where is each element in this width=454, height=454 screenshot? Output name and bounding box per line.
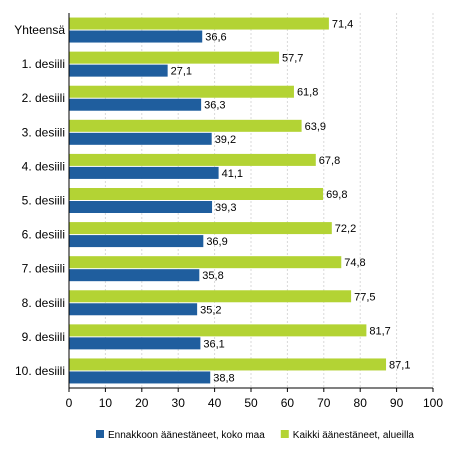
bar-kaikki-aanestaneet-alueilla-8-desiili: [69, 290, 352, 303]
bar-kaikki-aanestaneet-alueilla-6-desiili: [69, 222, 332, 235]
bar-ennakkoon-aanestaneet-koko-maa-6-desiili: [69, 235, 204, 248]
legend-label-ennakkoon-aanestaneet-koko-maa: Ennakkoon äänestäneet, koko maa: [108, 430, 265, 441]
value-label-kaikki-aanestaneet-alueilla-2-desiili: 61,8: [297, 87, 318, 99]
value-label-kaikki-aanestaneet-alueilla-3-desiili: 63,9: [305, 121, 326, 133]
bar-ennakkoon-aanestaneet-koko-maa-1-desiili: [69, 64, 168, 77]
x-tick-label-80: 80: [354, 396, 368, 410]
bar-ennakkoon-aanestaneet-koko-maa-10-desiili: [69, 371, 211, 384]
x-tick-label-30: 30: [172, 396, 186, 410]
x-tick-label-100: 100: [423, 396, 443, 410]
value-label-kaikki-aanestaneet-alueilla-yhteensa: 71,4: [332, 19, 353, 31]
bar-ennakkoon-aanestaneet-koko-maa-yhteensa: [69, 30, 203, 43]
value-label-ennakkoon-aanestaneet-koko-maa-8-desiili: 35,2: [200, 304, 221, 316]
legend-label-kaikki-aanestaneet-alueilla: Kaikki äänestäneet, alueilla: [293, 430, 415, 441]
value-label-ennakkoon-aanestaneet-koko-maa-7-desiili: 35,8: [202, 270, 223, 282]
x-tick-label-20: 20: [135, 396, 149, 410]
value-label-ennakkoon-aanestaneet-koko-maa-10-desiili: 38,8: [213, 372, 234, 384]
x-tick-label-70: 70: [317, 396, 331, 410]
legend: Ennakkoon äänestäneet, koko maa Kaikki ää…: [96, 430, 414, 441]
x-axis: 0 10 20 30 40 50 60 70 80 90 100: [66, 13, 443, 410]
bars: [69, 17, 387, 384]
category-label-9-desiili: 9. desiili: [22, 330, 65, 344]
bar-ennakkoon-aanestaneet-koko-maa-4-desiili: [69, 166, 219, 179]
bar-kaikki-aanestaneet-alueilla-2-desiili: [69, 85, 294, 98]
bar-ennakkoon-aanestaneet-koko-maa-9-desiili: [69, 337, 201, 350]
category-label-2-desiili: 2. desiili: [22, 91, 65, 105]
category-label-10-desiili: 10. desiili: [15, 364, 65, 378]
bar-ennakkoon-aanestaneet-koko-maa-2-desiili: [69, 98, 202, 111]
value-label-ennakkoon-aanestaneet-koko-maa-5-desiili: 39,3: [215, 202, 236, 214]
bar-kaikki-aanestaneet-alueilla-yhteensa: [69, 17, 329, 30]
category-label-8-desiili: 8. desiili: [22, 296, 65, 310]
value-label-ennakkoon-aanestaneet-koko-maa-2-desiili: 36,3: [204, 100, 225, 112]
bar-kaikki-aanestaneet-alueilla-10-desiili: [69, 358, 387, 371]
value-label-ennakkoon-aanestaneet-koko-maa-6-desiili: 36,9: [206, 236, 227, 248]
category-label-yhteensa: Yhteensä: [14, 23, 65, 37]
value-label-kaikki-aanestaneet-alueilla-5-desiili: 69,8: [326, 189, 347, 201]
bar-kaikki-aanestaneet-alueilla-5-desiili: [69, 188, 324, 200]
value-label-ennakkoon-aanestaneet-koko-maa-yhteensa: 36,6: [205, 32, 226, 44]
value-label-ennakkoon-aanestaneet-koko-maa-1-desiili: 27,1: [171, 66, 192, 78]
category-label-4-desiili: 4. desiili: [22, 159, 65, 173]
x-tick-label-0: 0: [66, 396, 73, 410]
value-label-ennakkoon-aanestaneet-koko-maa-3-desiili: 39,2: [215, 134, 236, 146]
x-tick-label-10: 10: [99, 396, 113, 410]
value-label-kaikki-aanestaneet-alueilla-10-desiili: 87,1: [389, 359, 410, 371]
value-label-kaikki-aanestaneet-alueilla-9-desiili: 81,7: [369, 325, 390, 337]
category-label-1-desiili: 1. desiili: [22, 57, 65, 71]
value-labels: 71,4 36,6 57,7 27,1 61,8 36,3 63,9 39,2 67,8 41,1…: [171, 19, 411, 385]
value-label-kaikki-aanestaneet-alueilla-8-desiili: 77,5: [354, 291, 375, 303]
bar-kaikki-aanestaneet-alueilla-7-desiili: [69, 256, 342, 269]
x-tick-label-90: 90: [390, 396, 404, 410]
bar-kaikki-aanestaneet-alueilla-1-desiili: [69, 51, 280, 64]
value-label-kaikki-aanestaneet-alueilla-1-desiili: 57,7: [282, 53, 303, 65]
legend-swatch-ennakkoon-aanestaneet-koko-maa: [96, 430, 104, 438]
bar-ennakkoon-aanestaneet-koko-maa-8-desiili: [69, 303, 198, 316]
value-label-ennakkoon-aanestaneet-koko-maa-4-desiili: 41,1: [222, 168, 243, 180]
value-label-kaikki-aanestaneet-alueilla-6-desiili: 72,2: [335, 223, 356, 235]
category-label-7-desiili: 7. desiili: [22, 262, 65, 276]
bar-ennakkoon-aanestaneet-koko-maa-5-desiili: [69, 201, 213, 213]
bar-ennakkoon-aanestaneet-koko-maa-3-desiili: [69, 132, 212, 145]
bar-kaikki-aanestaneet-alueilla-4-desiili: [69, 153, 316, 166]
value-label-kaikki-aanestaneet-alueilla-4-desiili: 67,8: [319, 155, 340, 167]
bar-kaikki-aanestaneet-alueilla-3-desiili: [69, 119, 302, 132]
category-label-3-desiili: 3. desiili: [22, 125, 65, 139]
x-tick-label-50: 50: [244, 396, 258, 410]
legend-swatch-kaikki-aanestaneet-alueilla: [280, 430, 289, 438]
bar-kaikki-aanestaneet-alueilla-9-desiili: [69, 324, 367, 337]
category-labels: Yhteensä 1. desiili 2. desiili 3. desiili 4.…: [14, 23, 65, 378]
category-label-5-desiili: 5. desiili: [22, 194, 65, 208]
category-label-6-desiili: 6. desiili: [22, 228, 65, 242]
value-label-ennakkoon-aanestaneet-koko-maa-9-desiili: 36,1: [203, 338, 224, 350]
x-tick-label-60: 60: [281, 396, 295, 410]
bar-ennakkoon-aanestaneet-koko-maa-7-desiili: [69, 269, 200, 282]
value-label-kaikki-aanestaneet-alueilla-7-desiili: 74,8: [344, 257, 365, 269]
x-tick-label-40: 40: [208, 396, 222, 410]
